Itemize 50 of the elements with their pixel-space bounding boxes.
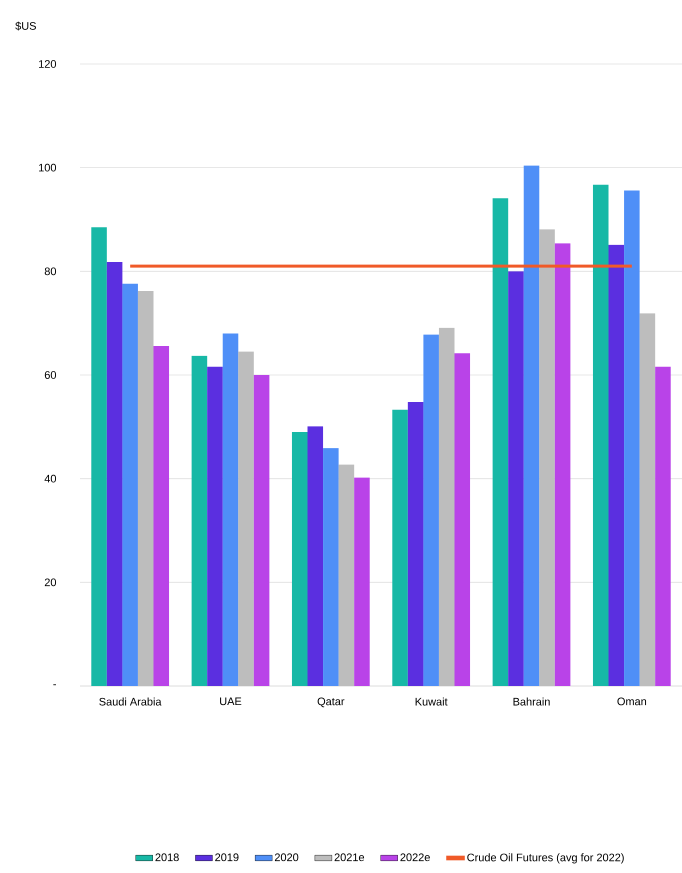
bar: [292, 432, 308, 686]
bar: [624, 190, 640, 686]
y-tick-label: 60: [44, 371, 56, 379]
legend-label: 2020: [274, 853, 298, 862]
bar: [554, 243, 570, 686]
bar: [423, 334, 439, 686]
bar: [106, 262, 122, 686]
bar: [592, 184, 609, 686]
bar: [608, 244, 624, 686]
bar: [222, 334, 238, 686]
bar: [354, 478, 370, 686]
bar: [338, 464, 354, 686]
bar: [138, 291, 154, 686]
bar: [254, 374, 270, 686]
y-tick-label: 120: [39, 60, 56, 68]
bar: [539, 229, 555, 686]
bar: [392, 410, 408, 686]
x-tick-label: Oman: [617, 698, 646, 706]
bar: [207, 366, 223, 686]
bar: [122, 284, 138, 686]
legend-label: 2021e: [334, 853, 364, 862]
y-axis-title: $US: [15, 22, 36, 30]
x-tick-label: Bahrain: [514, 698, 550, 706]
bar: [153, 346, 170, 686]
legend-label: 2019: [215, 853, 238, 862]
bar: [655, 366, 671, 686]
x-tick-label: Qatar: [318, 698, 344, 708]
bar: [640, 313, 656, 686]
bar: [454, 353, 470, 686]
y-tick-label: 40: [44, 474, 56, 483]
legend-label: Crude Oil Futures (avg for 2022): [467, 853, 624, 864]
x-tick-label: UAE: [220, 698, 242, 706]
legend-label: 2018: [155, 853, 179, 862]
x-tick-label: Saudi Arabia: [99, 698, 162, 706]
bar: [438, 328, 454, 686]
bar: [308, 426, 324, 686]
x-tick-label: Kuwait: [416, 698, 448, 706]
bar: [524, 166, 540, 686]
bar: [492, 198, 508, 686]
bar: [408, 402, 424, 686]
bar: [192, 356, 208, 686]
y-tick-label: 100: [39, 164, 56, 172]
bar: [238, 352, 254, 686]
y-tick-label: 80: [44, 267, 56, 276]
bar: [323, 448, 339, 686]
bar: [91, 227, 107, 686]
bar: [508, 271, 524, 686]
y-tick-label: -: [53, 684, 56, 686]
y-tick-label: 20: [44, 578, 56, 586]
legend-label: 2022e: [400, 853, 430, 862]
